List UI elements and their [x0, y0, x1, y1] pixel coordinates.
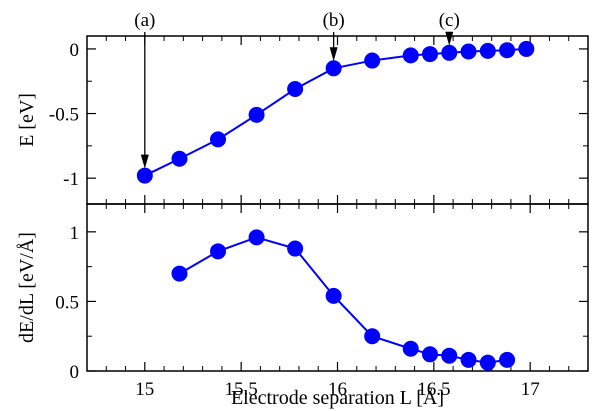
data-point-top — [479, 42, 496, 59]
y-tick-label: -0.5 — [49, 105, 79, 126]
data-point-top — [248, 106, 265, 123]
x-tick-label: 15 — [135, 379, 154, 400]
x-tick-label: 17 — [521, 379, 540, 400]
data-point-top — [499, 42, 516, 59]
annotation-arrow-head — [140, 154, 149, 169]
x-tick-label: 15.5 — [225, 379, 258, 400]
y-tick-label: 0 — [70, 362, 80, 383]
y-tick-label: -1 — [63, 169, 79, 190]
plot-frame-top — [86, 35, 589, 205]
plot-frame-bottom — [86, 203, 589, 372]
annotation-label: (a) — [134, 10, 155, 31]
data-point-top — [518, 40, 535, 57]
data-point-bottom — [325, 287, 342, 304]
data-point-bottom — [441, 347, 458, 364]
annotation-label: (b) — [323, 10, 345, 31]
data-point-top — [171, 150, 188, 167]
data-point-bottom — [402, 340, 419, 357]
data-point-top — [325, 60, 342, 77]
data-point-bottom — [499, 351, 516, 368]
data-point-top — [441, 44, 458, 61]
data-point-bottom — [210, 243, 227, 260]
data-point-bottom — [171, 265, 188, 282]
data-point-top — [287, 80, 304, 97]
data-point-top — [210, 131, 227, 148]
y-tick-label: 1 — [70, 223, 80, 244]
x-tick-label: 16 — [328, 379, 347, 400]
annotation-arrow-head — [329, 47, 338, 62]
data-point-bottom — [287, 240, 304, 257]
y-axis-label-bottom: dE/dL [eV/Å] — [16, 232, 38, 343]
y-tick-label: 0.5 — [55, 292, 79, 313]
annotation-label: (c) — [439, 10, 460, 31]
data-point-top — [364, 52, 381, 69]
data-point-bottom — [364, 328, 381, 345]
annotation-arrow-head — [445, 31, 454, 46]
x-axis-label: Electrode separation L [Å] — [231, 387, 444, 409]
data-point-bottom — [460, 351, 477, 368]
data-point-bottom — [479, 354, 496, 371]
data-point-top — [402, 47, 419, 64]
y-axis-label-top: E [eV] — [16, 93, 38, 147]
data-point-top — [460, 43, 477, 60]
series-line-bottom — [178, 236, 508, 364]
x-tick-label: 16.5 — [417, 379, 450, 400]
y-tick-label: 0 — [70, 40, 80, 61]
data-point-bottom — [248, 229, 265, 246]
data-point-top — [421, 46, 438, 63]
data-point-top — [136, 167, 153, 184]
data-point-bottom — [421, 346, 438, 363]
